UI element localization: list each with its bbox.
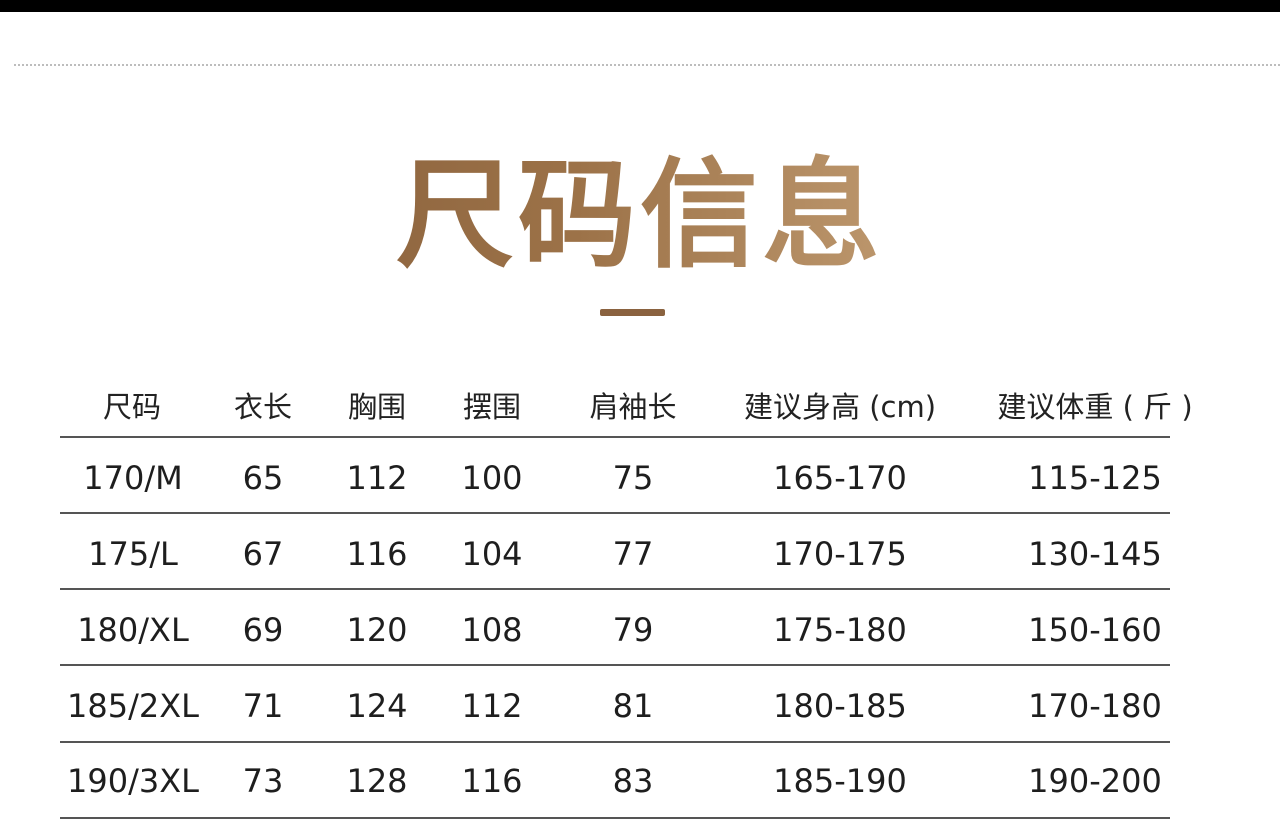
table-cell: 112 [346,459,408,497]
table-cell: 83 [612,762,654,800]
row-divider [60,588,1170,590]
table-cell: 120 [346,611,408,649]
table-cell: 180/XL [77,611,189,649]
table-cell: 170-175 [773,535,907,573]
page-title: 尺码信息 [0,140,1280,290]
table-cell: 185-190 [773,762,907,800]
table-cell: 77 [612,535,654,573]
table-cell: 112 [461,687,523,725]
table-cell: 69 [242,611,284,649]
row-divider [60,664,1170,666]
row-divider [60,741,1170,743]
dotted-divider [14,64,1280,66]
column-header: 胸围 [347,390,407,424]
table-cell: 104 [461,535,523,573]
table-cell: 190-200 [1028,762,1162,800]
row-divider [60,512,1170,514]
table-cell: 73 [242,762,284,800]
table-cell: 115-125 [1028,459,1162,497]
table-cell: 116 [346,535,408,573]
column-header: 摆围 [462,390,522,424]
column-header: 衣长 [233,390,293,424]
table-cell: 190/3XL [67,762,199,800]
table-cell: 170-180 [1028,687,1162,725]
table-cell: 150-160 [1028,611,1162,649]
table-cell: 130-145 [1028,535,1162,573]
table-cell: 170/M [83,459,183,497]
table-cell: 71 [242,687,284,725]
column-header: 建议体重 ( 斤 ) [997,390,1193,424]
row-divider [60,817,1170,819]
table-cell: 67 [242,535,284,573]
title-underline [600,309,665,316]
table-cell: 116 [461,762,523,800]
table-cell: 175-180 [773,611,907,649]
table-cell: 79 [612,611,654,649]
table-cell: 124 [346,687,408,725]
table-cell: 75 [612,459,654,497]
row-divider [60,436,1170,438]
table-cell: 65 [242,459,284,497]
column-header: 肩袖长 [589,390,677,424]
table-cell: 180-185 [773,687,907,725]
table-cell: 100 [461,459,523,497]
column-header: 尺码 [102,390,162,424]
table-cell: 108 [461,611,523,649]
table-cell: 175/L [88,535,178,573]
table-cell: 128 [346,762,408,800]
column-header: 建议身高 (cm) [743,390,937,424]
table-cell: 185/2XL [67,687,199,725]
top-bar [0,0,1280,12]
table-cell: 165-170 [773,459,907,497]
table-cell: 81 [612,687,654,725]
